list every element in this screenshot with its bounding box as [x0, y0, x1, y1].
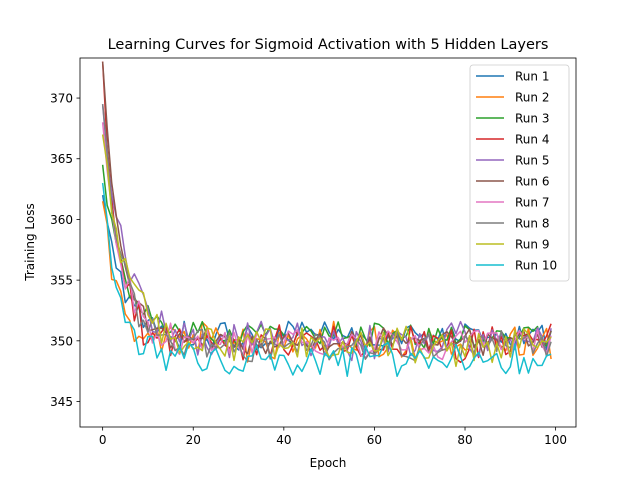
x-tick-label: 0 — [99, 433, 107, 447]
chart-title: Learning Curves for Sigmoid Activation w… — [108, 37, 549, 53]
y-tick-label: 345 — [50, 395, 73, 409]
axes-frame — [79, 57, 577, 428]
y-axis-ticks: 345 350 355 360 365 370 — [50, 92, 80, 409]
y-tick-label: 355 — [50, 274, 73, 288]
series-line-run-9 — [101, 134, 552, 368]
legend-label: Run 7 — [515, 196, 549, 210]
legend-box — [469, 64, 570, 282]
legend-label: Run 8 — [515, 217, 549, 231]
x-tick-label: 80 — [457, 433, 472, 447]
series-line-run-10 — [101, 182, 552, 378]
legend-label: Run 9 — [515, 238, 549, 252]
x-axis-ticks: 0 20 40 60 80 100 — [99, 427, 567, 447]
y-tick-label: 350 — [50, 334, 73, 348]
y-axis-label: Training Loss — [23, 203, 37, 281]
x-tick-label: 60 — [367, 433, 382, 447]
x-tick-label: 40 — [276, 433, 291, 447]
x-axis-label: Epoch — [310, 456, 347, 470]
legend-label: Run 4 — [515, 133, 549, 147]
legend-label: Run 6 — [515, 175, 549, 189]
y-tick-label: 365 — [50, 152, 73, 166]
series-lines — [101, 61, 552, 378]
x-tick-label: 100 — [544, 433, 567, 447]
x-tick-label: 20 — [186, 433, 201, 447]
legend-label: Run 5 — [515, 154, 549, 168]
legend-label: Run 1 — [515, 70, 549, 84]
legend: Run 1 Run 2 Run 3 Run 4 Run 5 Run 6 Run 7 Run 8… — [469, 64, 570, 282]
y-tick-label: 360 — [50, 213, 73, 227]
y-tick-label: 370 — [50, 92, 73, 106]
legend-label: Run 3 — [515, 112, 549, 126]
legend-label: Run 2 — [515, 91, 549, 105]
legend-label: Run 10 — [515, 259, 557, 273]
